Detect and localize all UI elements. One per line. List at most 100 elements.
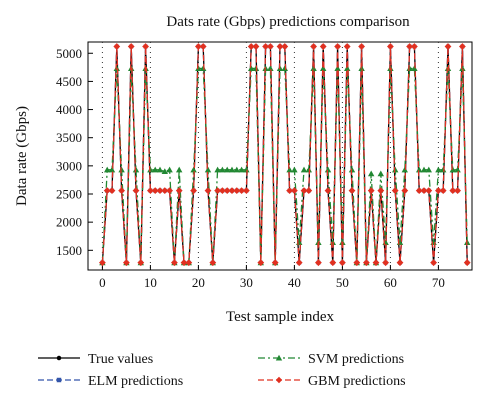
legend-item: True values: [38, 352, 153, 367]
series-elm-predictions: [100, 44, 470, 265]
data-point: [416, 166, 423, 173]
data-point: [233, 166, 240, 173]
data-point: [324, 166, 332, 173]
data-point: [147, 187, 154, 195]
legend-item: GBM predictions: [258, 374, 406, 389]
data-point: [459, 65, 466, 72]
x-tick-label: 70: [432, 275, 445, 290]
data-point: [132, 166, 140, 173]
data-point: [286, 166, 293, 173]
data-point: [262, 43, 269, 50]
data-point: [147, 166, 154, 173]
data-point: [104, 166, 111, 173]
data-point: [315, 259, 322, 267]
data-point: [113, 65, 120, 72]
data-point: [296, 239, 303, 245]
data-point: [108, 166, 116, 173]
data-point: [156, 166, 164, 173]
data-point: [171, 259, 178, 267]
data-point: [185, 259, 193, 267]
data-point: [454, 187, 461, 195]
data-point: [247, 43, 255, 50]
data-point: [406, 65, 413, 72]
data-point: [151, 187, 159, 195]
data-point: [113, 43, 121, 50]
data-point: [439, 187, 447, 195]
axis-ticks: 0 10 20 30 40 50 60 70 1500 2000 2500 3000 3500 4000 4…: [56, 46, 445, 290]
data-point: [411, 65, 418, 72]
legend-label: ELM predictions: [88, 374, 183, 389]
data-point: [156, 187, 164, 195]
data-point: [275, 376, 283, 384]
data-point: [103, 187, 111, 195]
x-tick-label: 60: [384, 275, 397, 290]
data-point: [267, 65, 274, 72]
data-point: [387, 43, 394, 50]
data-point: [161, 187, 169, 195]
data-point: [291, 187, 298, 195]
data-point: [353, 259, 361, 267]
series-line: [101, 67, 468, 264]
data-point: [190, 166, 197, 173]
data-point: [281, 43, 289, 50]
legend-label: True values: [88, 352, 153, 367]
data-point: [166, 166, 173, 173]
data-point: [118, 166, 125, 173]
data-point: [252, 43, 260, 50]
y-tick-label: 3500: [56, 130, 82, 145]
data-point: [415, 187, 423, 195]
legend-label: GBM predictions: [308, 374, 406, 389]
data-point: [99, 259, 106, 267]
data-point: [166, 187, 173, 195]
data-point: [367, 187, 375, 195]
data-point: [320, 65, 327, 72]
data-point: [392, 166, 399, 173]
data-point: [454, 166, 461, 173]
data-point: [228, 187, 236, 195]
data-point: [396, 239, 404, 245]
data-point: [180, 259, 188, 267]
data-point: [243, 166, 250, 173]
y-axis-label: Data rate (Gbps): [14, 106, 30, 206]
data-point: [401, 166, 408, 173]
data-point: [363, 259, 370, 267]
data-point: [152, 166, 159, 173]
series-gbm-predictions: [99, 43, 471, 267]
series-layer: [99, 43, 471, 267]
data-point: [348, 166, 356, 173]
y-tick-label: 3000: [56, 158, 82, 173]
data-point: [401, 187, 409, 195]
series-true-values: [100, 44, 470, 265]
data-point: [459, 43, 466, 50]
data-point: [271, 259, 279, 267]
data-point: [123, 259, 130, 267]
data-point: [339, 259, 346, 267]
data-point: [406, 43, 413, 50]
data-point: [214, 187, 221, 195]
data-point: [444, 65, 452, 72]
data-point: [209, 259, 217, 267]
data-point: [137, 259, 145, 267]
data-point: [228, 166, 236, 173]
data-point: [199, 43, 207, 50]
data-point: [377, 187, 385, 195]
data-point: [238, 187, 245, 195]
data-point: [195, 65, 202, 72]
data-point: [175, 187, 183, 195]
data-point: [372, 259, 380, 267]
data-point: [204, 187, 212, 195]
data-point: [435, 166, 442, 173]
data-point: [343, 43, 351, 50]
data-point: [257, 259, 265, 267]
data-point: [248, 65, 255, 72]
data-point: [449, 187, 457, 195]
data-point: [440, 166, 447, 173]
x-tick-label: 0: [99, 275, 106, 290]
data-point: [430, 259, 437, 267]
data-point: [190, 187, 197, 195]
data-point: [276, 43, 284, 50]
legend-item: SVM predictions: [258, 352, 404, 367]
legend-label: SVM predictions: [308, 352, 404, 367]
legend-item: ELM predictions: [38, 374, 183, 389]
data-point: [305, 166, 312, 173]
